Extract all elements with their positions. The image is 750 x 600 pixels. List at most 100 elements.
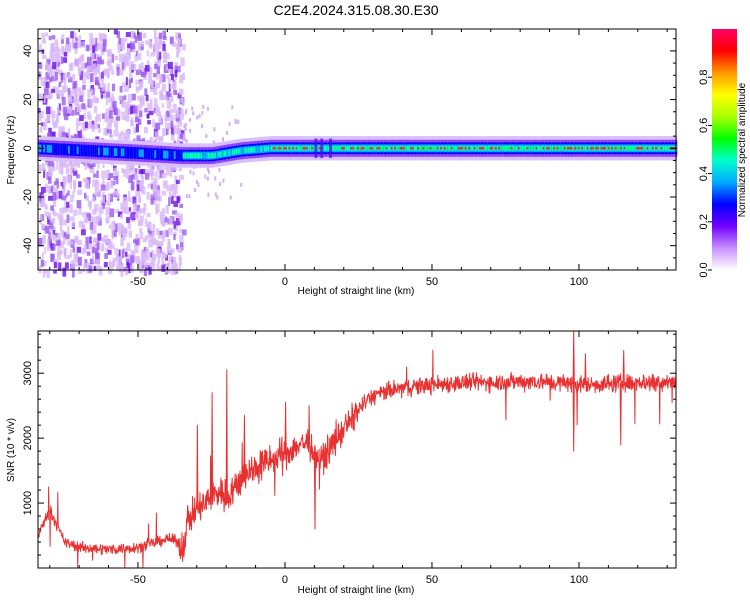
noise-cell — [137, 96, 141, 101]
noise-cell — [158, 175, 161, 180]
noise-cell — [77, 189, 83, 195]
ridge-cell — [94, 145, 97, 157]
noise-cell — [57, 233, 61, 240]
ridge-cell — [73, 144, 76, 156]
noise-cell — [102, 39, 107, 46]
noise-cell — [137, 219, 142, 226]
noise-cell — [52, 230, 56, 236]
noise-cell — [141, 97, 145, 106]
ridge-cell — [392, 145, 395, 151]
ridge-cell — [277, 147, 281, 150]
noise-cell — [132, 256, 137, 262]
ridge-cell — [115, 148, 118, 156]
noise-cell — [176, 124, 179, 134]
ridge-cell — [408, 145, 411, 151]
noise-cell — [176, 244, 179, 250]
noise-cell — [41, 49, 45, 54]
ridge-cell — [235, 149, 238, 155]
noise-cell — [125, 112, 130, 118]
noise-cell — [41, 252, 44, 259]
ridge-cell — [255, 145, 258, 154]
noise-cell — [148, 40, 153, 49]
ridge-cell — [498, 147, 501, 150]
noise-cell — [110, 96, 115, 103]
ridge-cell — [387, 145, 390, 151]
ridge-cell — [473, 147, 477, 150]
noise-cell — [75, 87, 80, 93]
noise-cell — [90, 215, 93, 224]
noise-cell — [164, 113, 167, 123]
noise-cell — [161, 83, 166, 92]
noise-cell — [133, 203, 137, 210]
noise-cell — [161, 251, 165, 259]
noise-cell — [158, 32, 163, 39]
noise-cell — [134, 116, 139, 123]
noise-cell — [178, 33, 181, 39]
noise-cell — [168, 217, 173, 225]
ridge-cell — [517, 147, 521, 150]
ridge-cell — [253, 147, 256, 153]
noise-cell — [146, 50, 149, 57]
ridge-cell — [449, 145, 452, 151]
ridge-cell — [210, 153, 214, 159]
ridge-cell — [556, 147, 559, 150]
noise-cell — [117, 42, 121, 49]
noise-cell — [97, 189, 101, 196]
ridge-cell — [494, 147, 498, 150]
noise-cell — [120, 130, 124, 136]
noise-cell — [116, 66, 120, 76]
noise-cell — [111, 83, 116, 92]
ridge-cell — [163, 150, 166, 159]
noise-cell — [175, 32, 181, 40]
noise-cell — [174, 62, 178, 67]
noise-cell — [172, 210, 178, 215]
noise-cell — [133, 199, 137, 207]
x-tick-label: 0 — [282, 574, 288, 586]
noise-cell — [54, 39, 59, 45]
noise-cell — [119, 85, 123, 93]
noise-cell — [161, 235, 166, 242]
noise-cell — [101, 78, 104, 85]
noise-cell — [74, 58, 80, 67]
noise-cell — [196, 180, 198, 185]
noise-cell — [127, 197, 132, 202]
noise-cell — [120, 214, 123, 219]
ridge-cell — [87, 144, 90, 157]
noise-cell — [130, 255, 135, 264]
ridge-cell — [551, 145, 554, 151]
noise-cell — [147, 75, 153, 84]
ridge-cell — [591, 147, 595, 150]
noise-cell — [161, 218, 167, 226]
ridge-cell — [586, 147, 589, 150]
noise-cell — [53, 262, 57, 268]
noise-cell — [178, 166, 183, 172]
ridge-cell — [140, 149, 143, 158]
noise-cell — [169, 83, 175, 89]
noise-cell — [39, 237, 45, 245]
noise-cell — [126, 53, 130, 61]
ridge-cell — [285, 147, 288, 150]
ridge-cell — [246, 147, 249, 153]
noise-cell — [114, 190, 119, 196]
noise-cell — [152, 119, 155, 128]
ridge-cell — [438, 145, 441, 151]
noise-cell — [81, 248, 85, 255]
ridge-cell — [526, 147, 529, 150]
noise-cell — [82, 62, 86, 69]
ridge-cell — [281, 145, 284, 151]
noise-cell — [122, 247, 127, 254]
noise-cell — [90, 52, 95, 61]
noise-cell — [111, 53, 114, 63]
ridge-cell — [632, 145, 635, 151]
noise-cell — [123, 136, 128, 143]
noise-cell — [78, 220, 84, 228]
noise-cell — [214, 176, 217, 181]
ridge-cell — [410, 147, 413, 150]
noise-cell — [124, 130, 130, 139]
ridge-cell — [274, 147, 277, 150]
ridge-cell — [101, 145, 104, 158]
noise-cell — [108, 269, 113, 274]
noise-cell — [50, 43, 55, 53]
noise-cell — [109, 116, 115, 123]
noise-cell — [101, 91, 107, 99]
